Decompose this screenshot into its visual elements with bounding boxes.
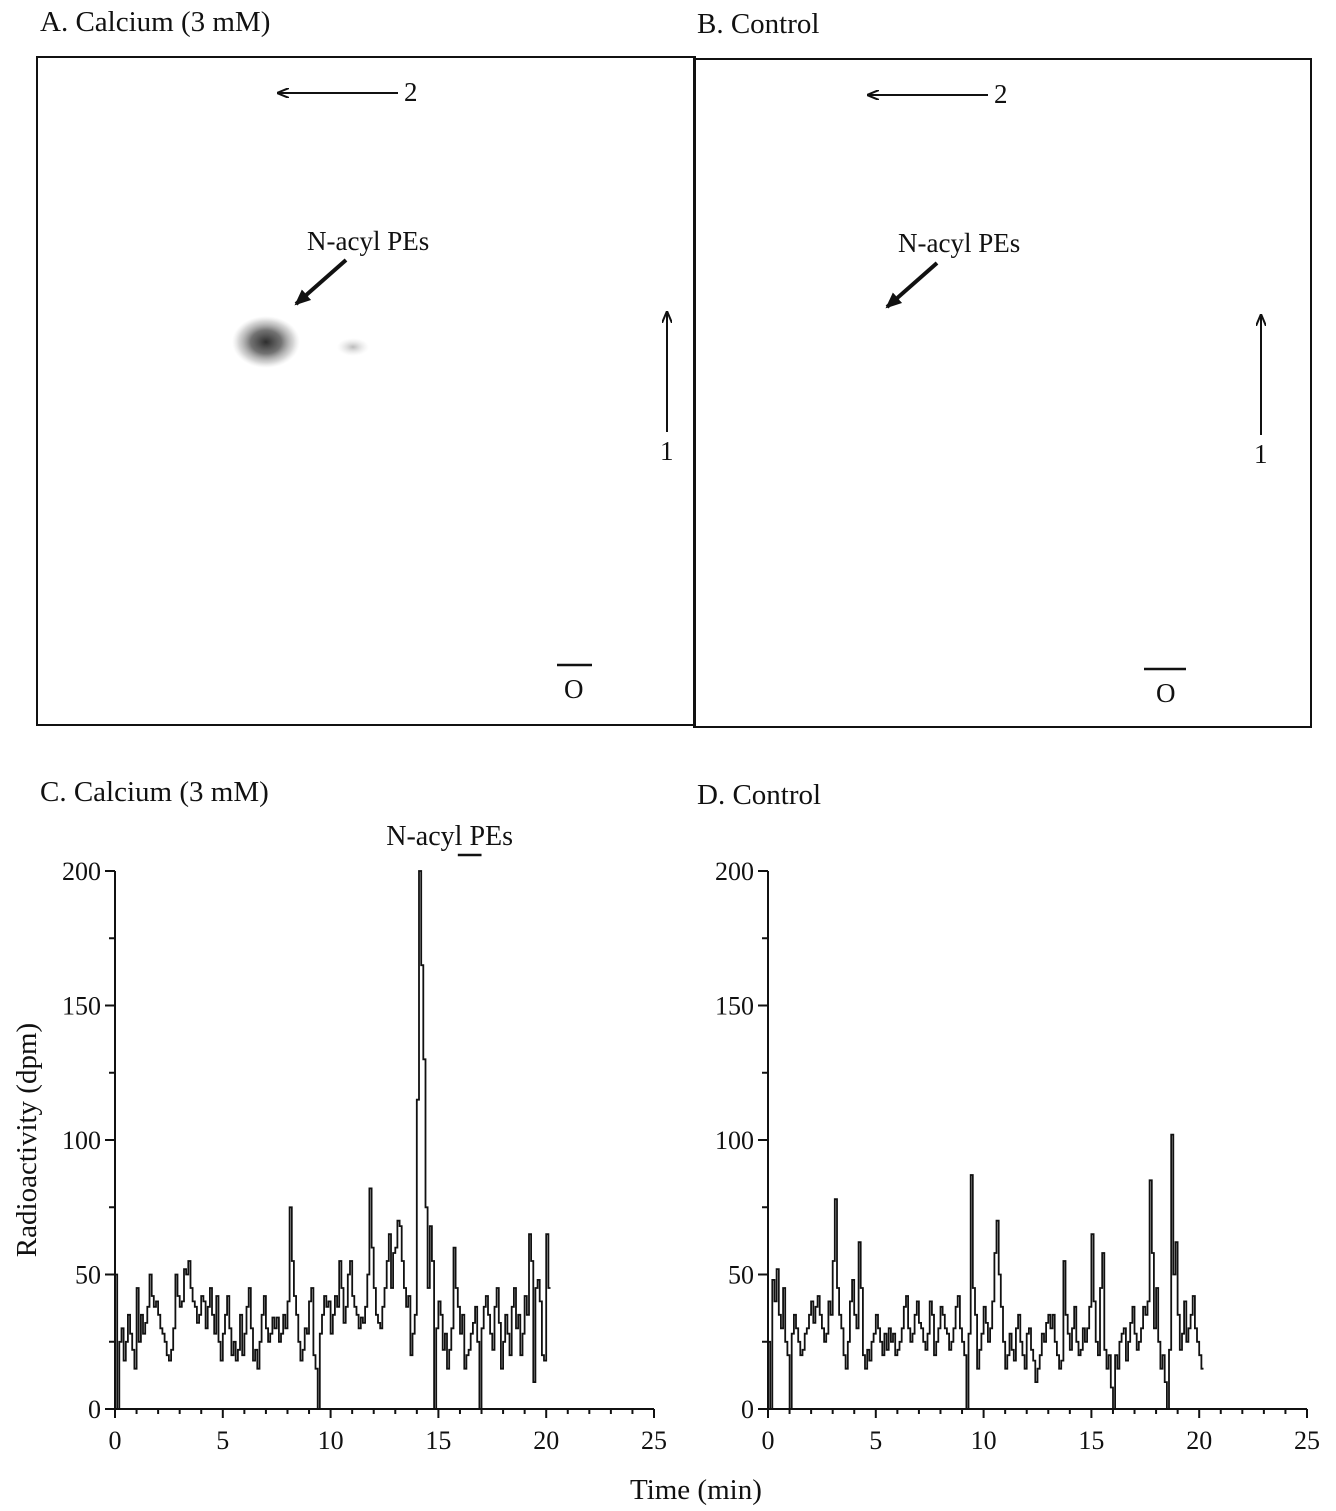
spot-pointer-arrow-a bbox=[294, 258, 348, 306]
spot-label-a: N-acyl PEs bbox=[307, 226, 430, 256]
panel-title-d: D. Control bbox=[697, 779, 822, 811]
x-tick-label-c: 10 bbox=[318, 1426, 344, 1455]
y-tick-label-c: 150 bbox=[62, 992, 101, 1021]
origin-label-b: O bbox=[1156, 678, 1176, 708]
y-tick-label-c: 200 bbox=[62, 857, 101, 886]
y-tick-label-c: 100 bbox=[62, 1126, 101, 1155]
x-tick-label-d: 10 bbox=[971, 1426, 997, 1455]
direction-1-label-a: 1 bbox=[660, 436, 674, 466]
x-tick-label-d: 5 bbox=[869, 1426, 882, 1455]
panel-title-a: A. Calcium (3 mM) bbox=[40, 6, 271, 38]
x-tick-label-c: 0 bbox=[109, 1426, 122, 1455]
x-tick-label-d: 25 bbox=[1294, 1426, 1320, 1455]
x-tick-label-d: 20 bbox=[1186, 1426, 1212, 1455]
y-tick-label-d: 0 bbox=[741, 1395, 754, 1424]
direction-1-label-b: 1 bbox=[1254, 439, 1268, 469]
annotation-label-c: N-acyl PEs bbox=[386, 821, 513, 852]
origin-label-a: O bbox=[564, 674, 584, 704]
panel-title-b: B. Control bbox=[697, 8, 820, 40]
panel-title-c: C. Calcium (3 mM) bbox=[40, 776, 269, 808]
direction-2-label-b: 2 bbox=[994, 79, 1008, 109]
minor-spot bbox=[337, 338, 369, 356]
shared-x-axis-label: Time (min) bbox=[630, 1474, 762, 1506]
tlc-overlay bbox=[232, 0, 1336, 671]
spot-pointer-arrow-b bbox=[885, 261, 939, 309]
x-tick-label-c: 25 bbox=[641, 1426, 667, 1455]
series-line-d bbox=[767, 1133, 1204, 1410]
spot-label-b: N-acyl PEs bbox=[898, 228, 1021, 258]
series-line-c bbox=[114, 870, 551, 1410]
x-tick-label-c: 15 bbox=[425, 1426, 451, 1455]
x-tick-label-c: 20 bbox=[533, 1426, 559, 1455]
y-tick-label-d: 100 bbox=[715, 1126, 754, 1155]
y-tick-label-d: 50 bbox=[728, 1261, 754, 1290]
tlc-plate-a bbox=[36, 56, 696, 726]
x-tick-label-c: 5 bbox=[216, 1426, 229, 1455]
y-tick-label-d: 150 bbox=[715, 992, 754, 1021]
y-tick-label-c: 0 bbox=[88, 1395, 101, 1424]
x-tick-label-d: 0 bbox=[762, 1426, 775, 1455]
n-acyl-pe-spot bbox=[232, 316, 300, 368]
y-tick-label-d: 200 bbox=[715, 857, 754, 886]
y-tick-label-c: 50 bbox=[75, 1261, 101, 1290]
direction-2-label-a: 2 bbox=[404, 77, 418, 107]
tlc-plate-b bbox=[693, 58, 1312, 728]
x-tick-label-d: 15 bbox=[1078, 1426, 1104, 1455]
y-axis-label-c: Radioactivity (dpm) bbox=[11, 1023, 43, 1257]
